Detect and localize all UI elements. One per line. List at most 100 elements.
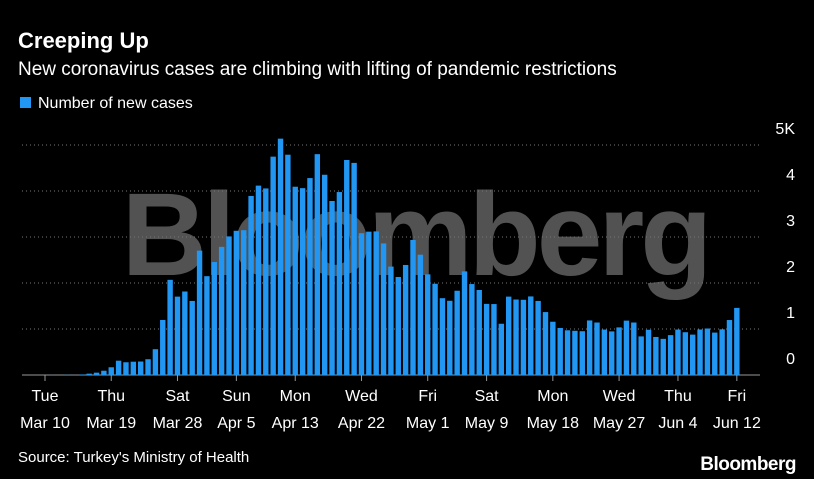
x-tick-label: Mar 28 <box>153 415 203 432</box>
bar <box>653 336 659 375</box>
bar <box>697 329 703 375</box>
x-tick-weekday: Mon <box>537 388 568 405</box>
bar <box>307 178 313 375</box>
bar <box>682 332 689 375</box>
bar <box>86 373 92 375</box>
bar <box>726 320 733 375</box>
x-tick-weekday: Thu <box>664 388 692 405</box>
bar <box>292 186 298 375</box>
bar <box>712 332 718 375</box>
bar <box>520 299 527 375</box>
bar <box>321 174 328 375</box>
y-tick-label: 5K <box>775 121 795 138</box>
bar <box>196 250 203 375</box>
bar <box>182 291 188 375</box>
y-tick-label: 2 <box>786 259 795 276</box>
bar <box>152 349 159 375</box>
bar <box>609 331 615 375</box>
bar <box>528 296 534 375</box>
bar <box>550 321 556 375</box>
bar <box>623 320 630 375</box>
bar <box>329 200 335 375</box>
bar <box>498 323 505 375</box>
source: Source: Turkey's Ministry of Health <box>18 449 249 466</box>
x-tick-weekday: Sat <box>475 388 500 405</box>
bar <box>351 162 357 375</box>
y-tick-label: 1 <box>786 305 795 322</box>
bar <box>255 185 262 375</box>
bar <box>395 276 401 375</box>
bar <box>461 271 468 375</box>
y-tick-label: 0 <box>786 351 795 368</box>
x-tick-weekday: Wed <box>603 388 636 405</box>
bar <box>226 236 232 375</box>
bar <box>299 188 306 375</box>
legend-swatch <box>20 97 31 108</box>
bar <box>380 243 387 375</box>
bar <box>476 289 482 375</box>
bar <box>719 329 725 375</box>
x-tick-label: May 18 <box>527 415 580 432</box>
bar <box>130 361 137 375</box>
bar <box>93 372 100 375</box>
bar <box>425 274 431 375</box>
bar <box>601 329 608 375</box>
bar <box>108 367 114 375</box>
bar <box>366 231 372 375</box>
bar <box>631 322 637 375</box>
bar <box>101 370 107 375</box>
bar <box>344 159 350 375</box>
bar <box>447 300 453 375</box>
bar <box>336 192 343 375</box>
bar <box>645 329 652 375</box>
bar <box>145 359 151 375</box>
bar <box>535 300 541 375</box>
bar <box>579 331 585 375</box>
bar <box>689 334 696 375</box>
x-tick-label: Mar 19 <box>86 415 136 432</box>
bar <box>439 298 446 375</box>
bar <box>667 335 674 375</box>
bar <box>211 262 217 375</box>
bar <box>270 156 276 375</box>
bar <box>572 330 578 375</box>
bar <box>233 230 240 375</box>
bar <box>277 138 284 375</box>
x-tick-label: May 27 <box>593 415 646 432</box>
x-tick-label: May 9 <box>465 415 509 432</box>
bar <box>204 276 210 375</box>
bar <box>314 154 321 375</box>
bar <box>417 254 424 375</box>
bar <box>513 299 519 375</box>
bar <box>638 336 644 375</box>
chart-title: Creeping Up <box>18 28 149 53</box>
x-tick-label: Mar 10 <box>20 415 70 432</box>
bar <box>218 246 225 375</box>
bar <box>542 312 549 375</box>
x-tick-weekday: Fri <box>728 388 747 405</box>
bar <box>410 239 416 375</box>
legend-label: Number of new cases <box>38 95 193 112</box>
bar <box>263 188 269 375</box>
bar <box>432 283 438 375</box>
bar <box>586 320 593 375</box>
bar <box>402 264 409 375</box>
x-tick-label: Apr 13 <box>272 415 319 432</box>
x-tick-label: Jun 4 <box>658 415 697 432</box>
bar <box>285 154 291 375</box>
bar <box>137 361 144 375</box>
x-tick-weekday: Thu <box>97 388 125 405</box>
bar <box>373 231 379 375</box>
bar <box>675 329 681 375</box>
bar <box>167 279 173 375</box>
x-tick-label: Apr 22 <box>338 415 385 432</box>
x-tick-weekday: Fri <box>418 388 437 405</box>
x-tick-weekday: Mon <box>280 388 311 405</box>
bar <box>469 284 475 375</box>
x-tick-label: May 1 <box>406 415 450 432</box>
bar <box>616 327 622 375</box>
chart-subtitle: New coronavirus cases are climbing with … <box>18 59 617 80</box>
bar <box>160 319 166 375</box>
y-tick-label: 4 <box>786 167 795 184</box>
